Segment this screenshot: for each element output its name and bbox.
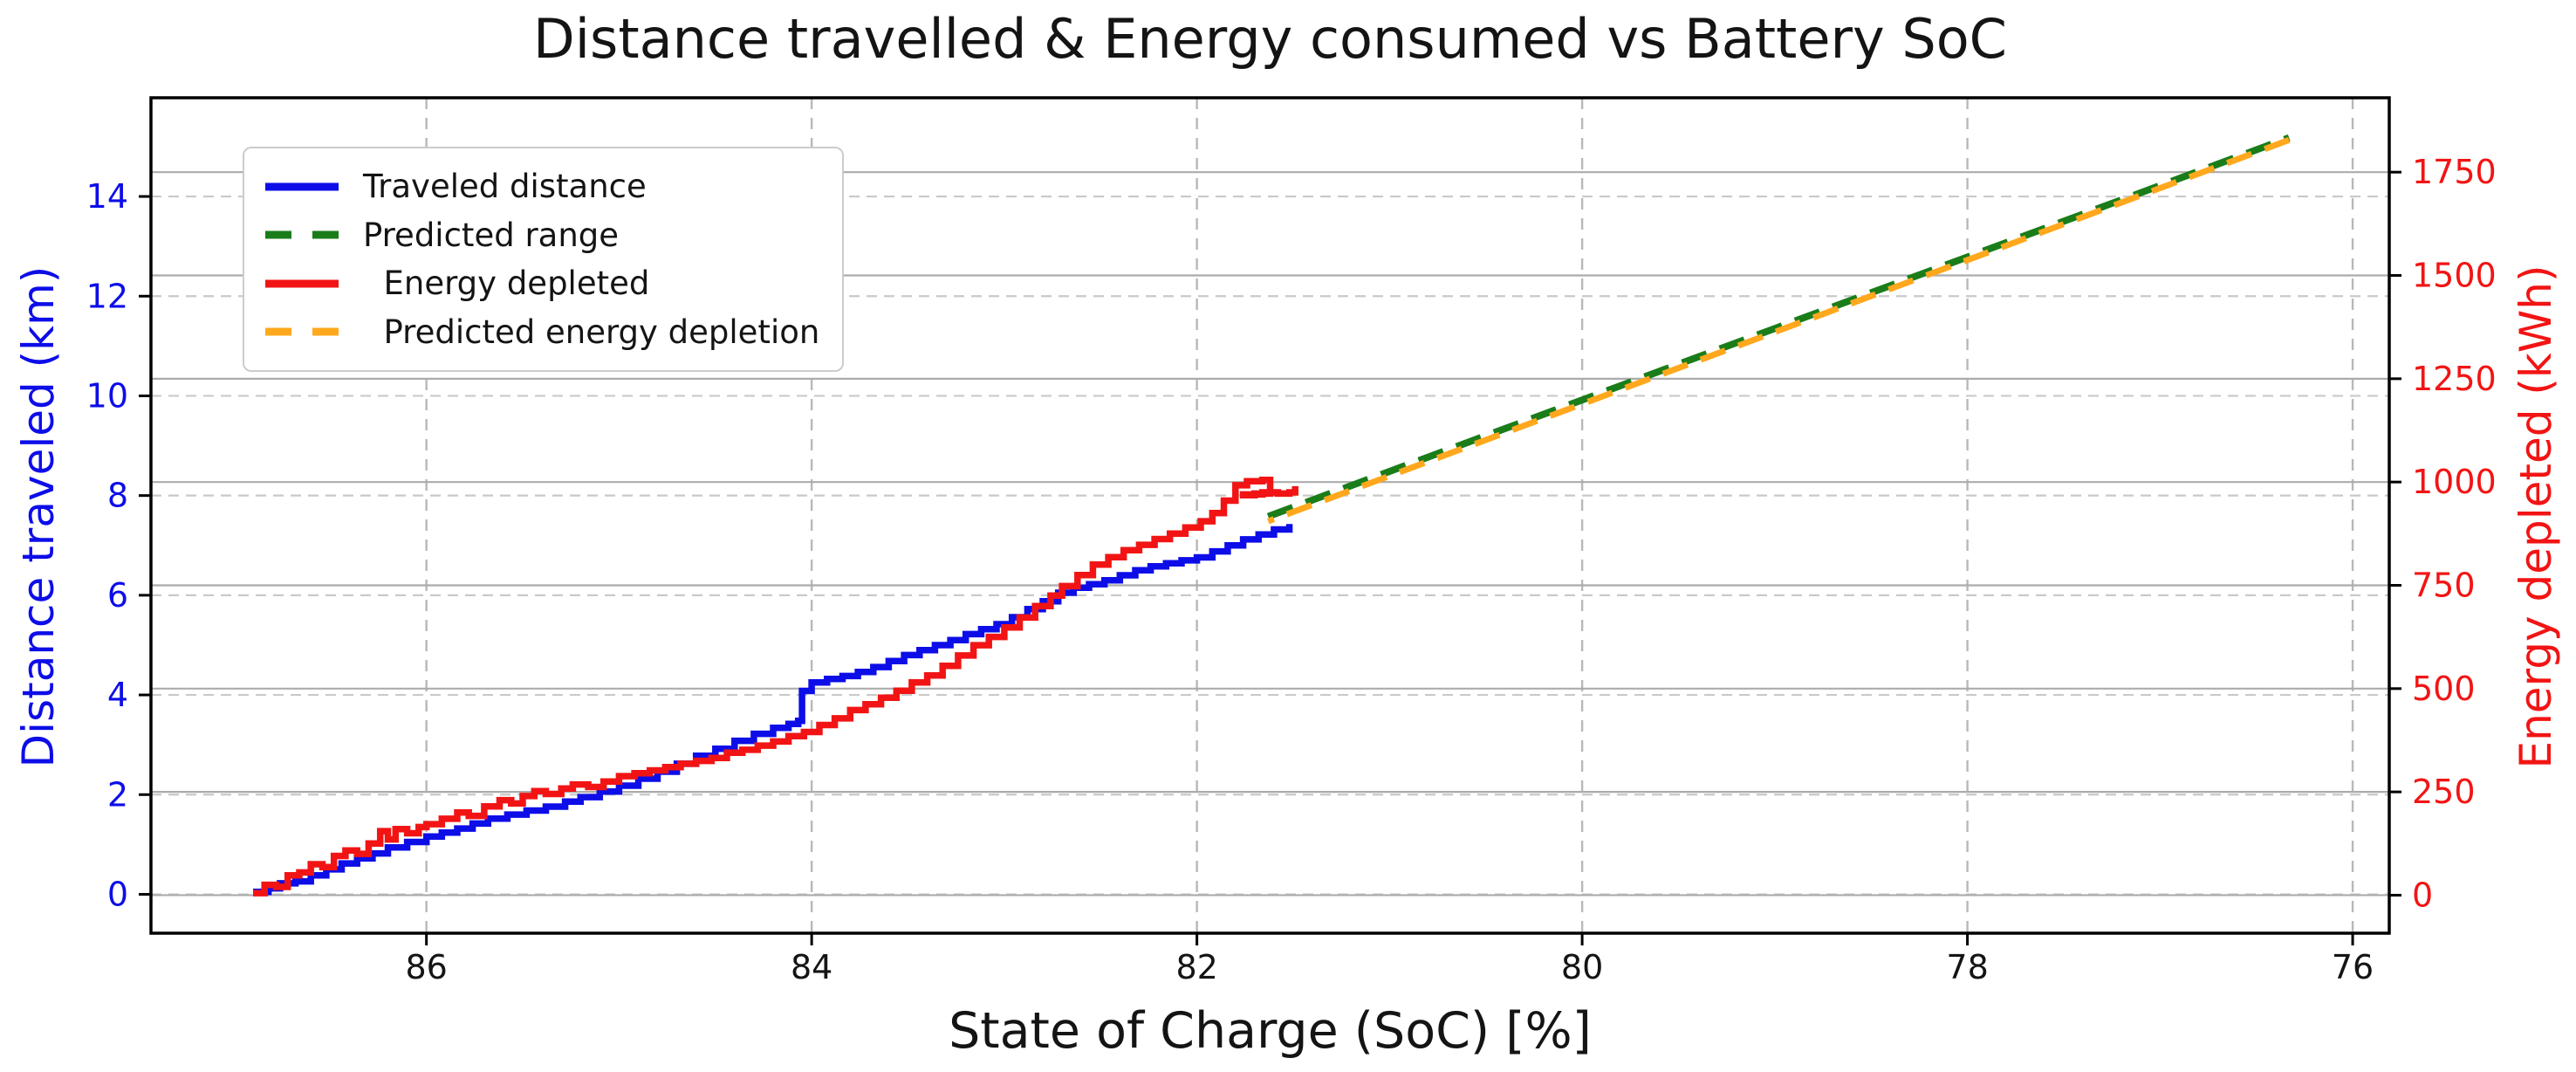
x-tick-label: 78 (1946, 948, 1988, 986)
legend: Traveled distance Predicted range Energy… (243, 147, 845, 372)
legend-item-predicted-energy-depletion: Predicted energy depletion (262, 308, 819, 357)
x-tick-label: 82 (1175, 948, 1217, 986)
y-right-tick-label: 250 (2412, 773, 2476, 811)
y-left-tick-label: 2 (107, 775, 128, 814)
y-left-tick-label: 14 (86, 177, 128, 216)
energy-depleted-line-swatch (265, 279, 339, 288)
legend-label: Traveled distance (363, 168, 647, 206)
y-right-tick-label: 0 (2412, 876, 2433, 914)
x-tick-label: 84 (791, 948, 832, 986)
y-right-tick-label: 1500 (2412, 257, 2497, 295)
plot-border (149, 96, 2391, 935)
y-left-tick-label: 8 (107, 477, 128, 515)
y-right-tick-label: 1750 (2412, 153, 2497, 191)
y-right-tick-label: 500 (2412, 670, 2476, 708)
x-tick-label: 86 (405, 948, 447, 986)
predicted-energy-depletion-line (1267, 137, 2291, 525)
chart-title: Distance travelled & Energy consumed vs … (533, 7, 2007, 71)
traveled-distance-line (253, 524, 1293, 896)
predicted-range-line-swatch (265, 230, 339, 239)
legend-label: Predicted range (363, 216, 620, 254)
traveled-distance-line-swatch (265, 182, 339, 191)
legend-item-predicted-range: Predicted range (262, 211, 819, 260)
x-tick-label: 76 (2332, 948, 2374, 986)
y-right-tick-label: 1250 (2412, 360, 2497, 398)
x-tick-label: 80 (1561, 948, 1603, 986)
y-right-tick-label: 750 (2412, 566, 2476, 604)
predicted-energy-depletion-line-swatch (265, 327, 339, 336)
y-left-tick-label: 4 (107, 676, 128, 714)
y-left-tick-label: 10 (86, 376, 128, 415)
y-left-label: Distance traveled (km) (13, 265, 64, 768)
y-left-tick-label: 12 (86, 277, 128, 315)
y-left-tick-label: 6 (107, 576, 128, 615)
legend-item-energy-depleted: Energy depleted (262, 259, 819, 308)
y-right-tick-label: 1000 (2412, 463, 2497, 501)
legend-label: Energy depleted (363, 265, 650, 303)
y-right-label: Energy depleted (kWh) (2511, 265, 2561, 769)
legend-label: Predicted energy depletion (363, 313, 820, 351)
x-axis-label: State of Charge (SoC) [%] (949, 1002, 1592, 1060)
y-left-tick-label: 0 (107, 875, 128, 913)
energy-depleted-line (253, 477, 1298, 897)
legend-item-traveled-distance: Traveled distance (262, 162, 819, 211)
